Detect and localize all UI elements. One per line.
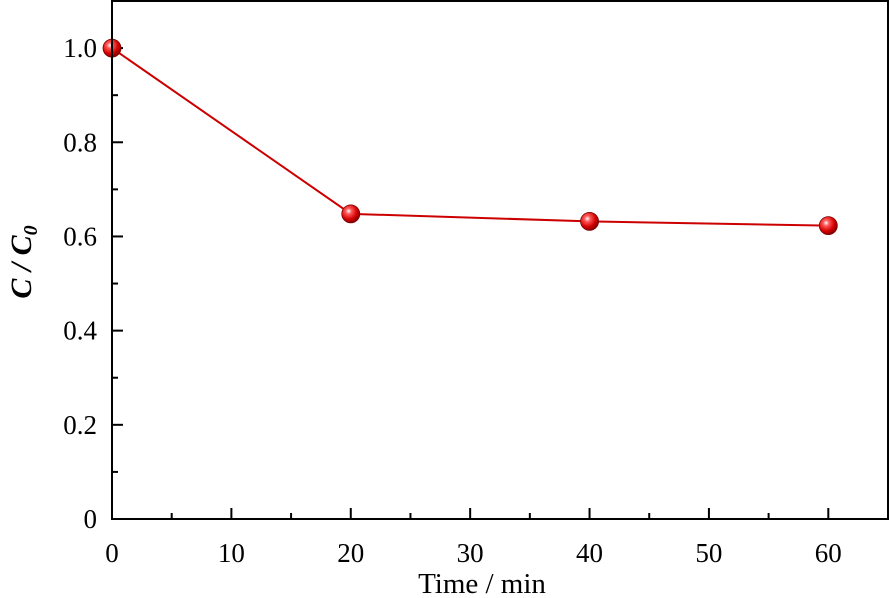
y-tick-label: 0 [84, 504, 98, 534]
x-tick-label: 30 [457, 538, 484, 568]
x-tick-label: 10 [218, 538, 245, 568]
plot-series [102, 38, 838, 236]
data-point [580, 211, 599, 231]
x-tick-label: 60 [815, 538, 842, 568]
y-tick-label: 1.0 [63, 33, 97, 63]
y-axis-title: C / C0 [5, 225, 42, 298]
y-tick-label: 0.8 [63, 127, 97, 157]
data-point [818, 216, 838, 236]
y-tick-label: 0.2 [63, 410, 97, 440]
x-tick-label: 20 [337, 538, 364, 568]
x-tick-label: 40 [576, 538, 603, 568]
x-tick-label: 50 [695, 538, 722, 568]
x-tick-label: 0 [105, 538, 119, 568]
y-tick-label: 0.4 [63, 316, 97, 346]
tick-labels: 0 10 20 30 40 50 60 0 0.2 0.4 0.6 0.8 1.0 [63, 33, 842, 568]
y-tick-label: 0.6 [63, 221, 97, 251]
data-point [341, 204, 361, 224]
y-axis-title-main: C / C [5, 234, 38, 298]
series-line [111, 47, 829, 227]
plot-frame [111, 0, 889, 520]
y-axis-title-subscript: 0 [20, 225, 42, 235]
x-axis-title: Time / min [418, 568, 546, 598]
axis-ticks [111, 47, 830, 520]
